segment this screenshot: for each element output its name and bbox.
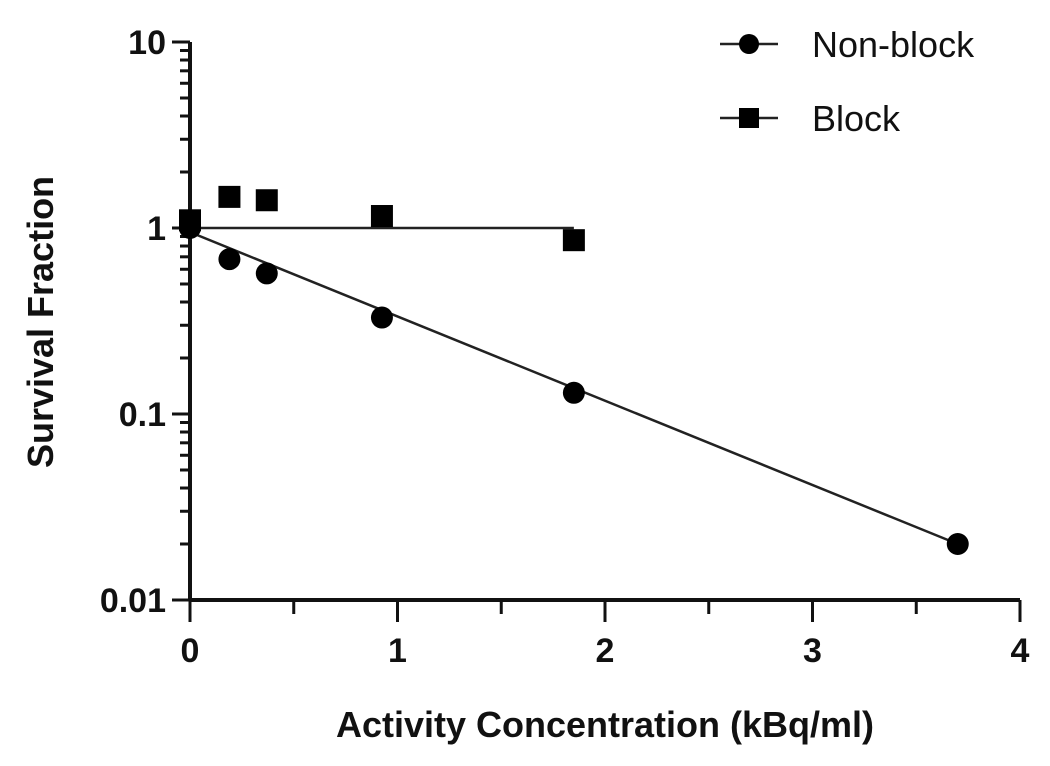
legend-label: Block	[812, 98, 901, 139]
non-block-point	[218, 248, 241, 271]
block-point	[255, 189, 278, 212]
y-axis-title: Survival Fraction	[20, 176, 61, 468]
axes: 0.01 0.1 1 10 0 1 2 3 4	[100, 24, 1030, 670]
y-tick-label: 0.1	[119, 396, 166, 434]
non-block-point	[562, 381, 585, 404]
legend: Non-block Block	[720, 24, 975, 139]
legend-circle-icon	[739, 34, 759, 54]
non-block-point	[946, 533, 969, 556]
x-tick-label: 0	[181, 632, 200, 670]
data-points	[179, 185, 969, 556]
x-tick-label: 3	[803, 632, 822, 670]
legend-label: Non-block	[812, 24, 975, 65]
y-tick-label: 1	[147, 210, 166, 248]
block-point	[179, 209, 201, 232]
x-tick-label: 4	[1011, 632, 1030, 670]
legend-square-icon	[739, 108, 759, 128]
x-tick-label: 1	[388, 632, 407, 670]
block-point	[218, 185, 241, 208]
x-tick-label: 2	[596, 632, 615, 670]
non-block-point	[370, 306, 393, 329]
non-block-point	[255, 262, 278, 285]
block-point	[562, 229, 585, 252]
y-tick-label: 10	[128, 24, 166, 62]
x-axis-title: Activity Concentration (kBq/ml)	[336, 704, 874, 745]
y-tick-label: 0.01	[100, 582, 166, 620]
block-point	[370, 205, 393, 228]
